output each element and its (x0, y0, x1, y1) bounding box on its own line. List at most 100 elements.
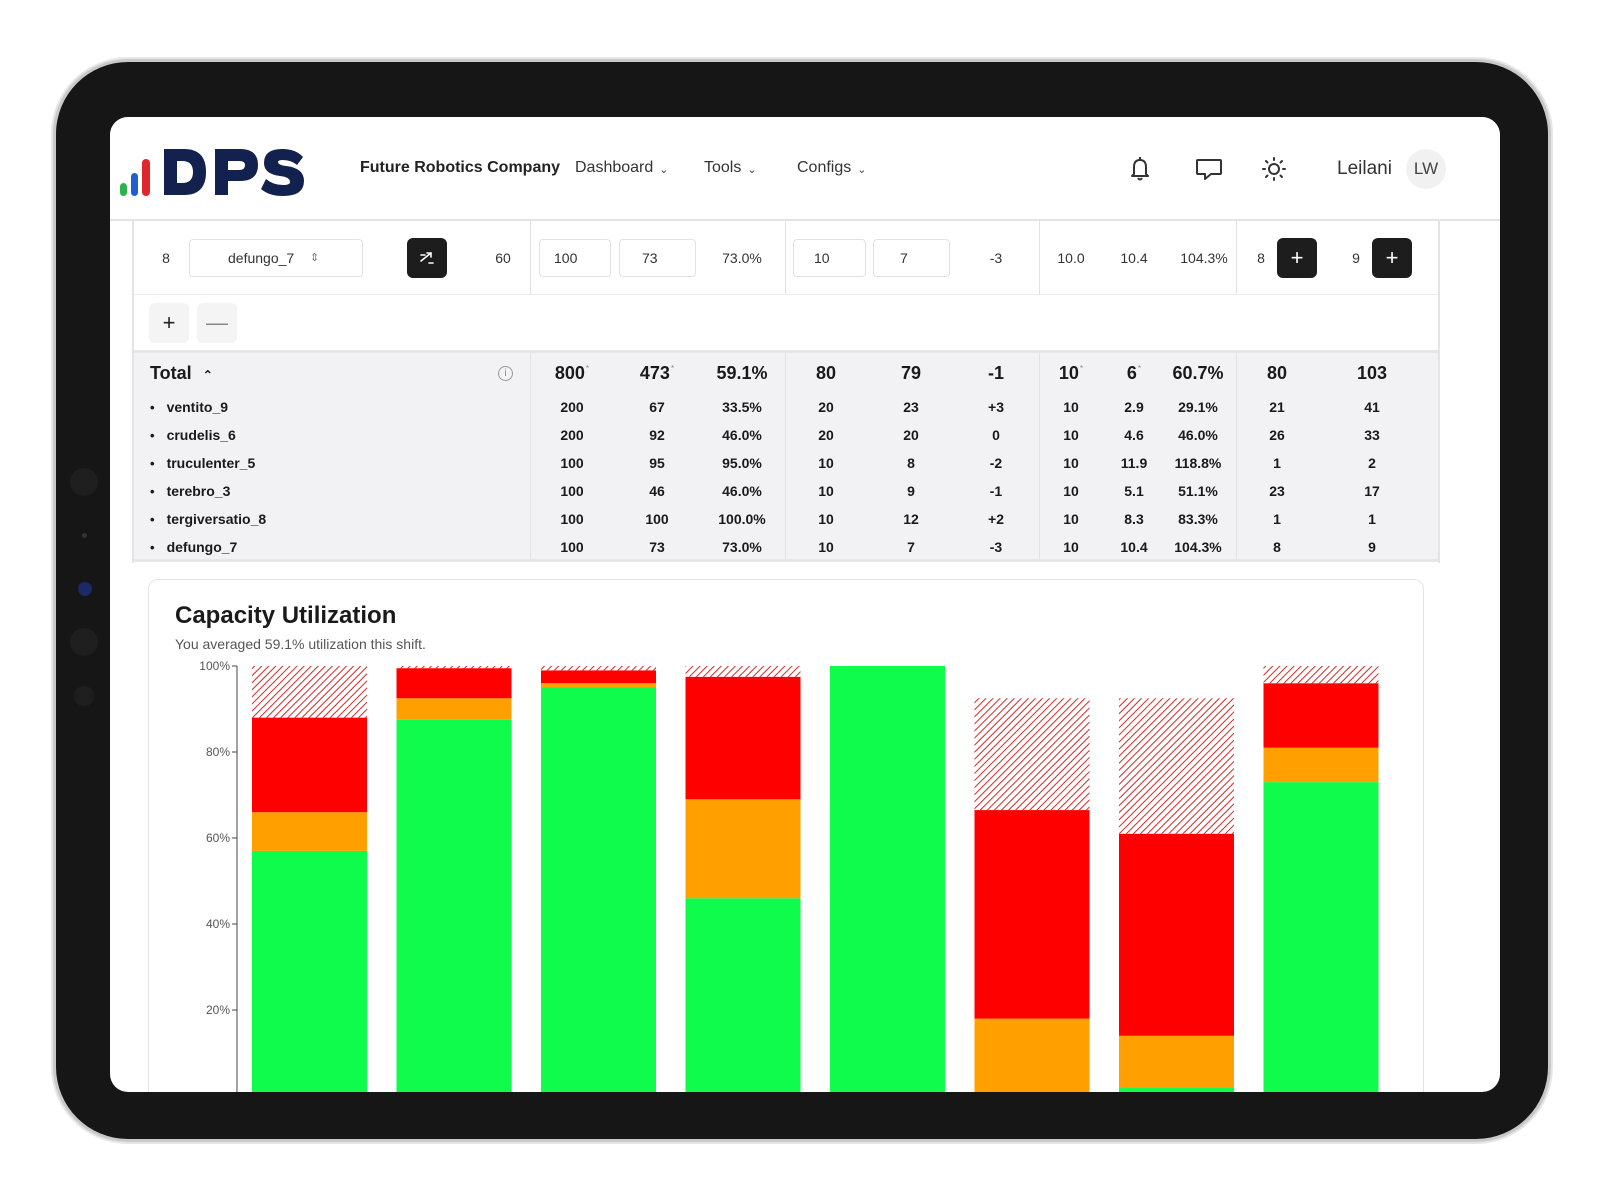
edit-input-c3[interactable]: 73 (619, 239, 696, 277)
column-divider (530, 221, 531, 294)
bar-segment-green[interactable] (541, 687, 656, 1093)
bar-segment-red[interactable] (252, 717, 367, 813)
total-value: 60.7% (1172, 363, 1224, 383)
add-c11-button[interactable]: + (1277, 238, 1317, 278)
row-value: 12 (903, 511, 919, 527)
edit-cell-c7: -3 (989, 250, 1003, 266)
edit-input-c2[interactable]: 100 (539, 239, 611, 277)
row-value: 20 (818, 427, 834, 443)
row-value: 73 (649, 539, 665, 555)
row-robot-name: tergiversatio_8 (150, 511, 267, 527)
bell-icon[interactable] (1124, 153, 1156, 185)
bar-segment-hatched[interactable] (396, 666, 512, 669)
row-value: 8.3 (1124, 511, 1144, 527)
row-value: 10 (818, 483, 834, 499)
bar-segment-orange[interactable] (252, 812, 367, 851)
edit-cell-c1: 60 (495, 250, 511, 266)
edit-row-index: 8 (162, 250, 170, 266)
total-value: 800* (554, 363, 590, 383)
nav-dashboard[interactable]: Dashboard ⌄ (575, 159, 669, 177)
bar-segment-orange[interactable] (974, 1018, 1090, 1092)
bar-segment-red[interactable] (685, 676, 801, 800)
bar-segment-orange[interactable] (685, 799, 801, 899)
column-divider (1236, 221, 1237, 294)
robot-select[interactable]: defungo_7 ⇕ (189, 239, 363, 277)
avatar[interactable]: LW (1406, 149, 1446, 189)
row-value: 21 (1269, 399, 1285, 415)
row-value: 95.0% (722, 455, 762, 471)
column-divider (530, 353, 531, 559)
sun-icon[interactable] (1258, 153, 1290, 185)
swap-button[interactable] (407, 238, 447, 278)
row-value: 104.3% (1174, 539, 1222, 555)
robot-select-value: defungo_7 (228, 250, 295, 266)
bar-segment-orange[interactable] (1263, 747, 1379, 783)
row-value: 26 (1269, 427, 1285, 443)
chat-icon[interactable] (1193, 153, 1225, 185)
bar-segment-green[interactable] (830, 666, 945, 1092)
bar-segment-orange[interactable] (396, 698, 512, 720)
row-robot-name: truculenter_5 (150, 455, 256, 471)
row-value: 200 (560, 399, 584, 415)
bar-segment-hatched[interactable] (1119, 698, 1234, 834)
add-row-button[interactable]: + (149, 303, 189, 343)
info-icon[interactable]: i (498, 366, 513, 381)
bar-segment-green[interactable] (396, 719, 512, 1092)
edit-cell-c9: 10.4 (1120, 250, 1148, 266)
nav-dashboard-label: Dashboard (575, 159, 654, 176)
bar-segment-hatched[interactable] (974, 698, 1090, 811)
row-value: -1 (989, 483, 1003, 499)
bar-segment-red[interactable] (396, 668, 512, 699)
bar-segment-green[interactable] (685, 898, 801, 1092)
row-value: 10 (1063, 539, 1079, 555)
bar-segment-red[interactable] (1119, 833, 1234, 1036)
bar-segment-orange[interactable] (541, 683, 656, 688)
row-value: 33 (1364, 427, 1380, 443)
row-value: +2 (988, 511, 1004, 527)
row-robot-name: ventito_9 (150, 399, 228, 415)
bar-segment-red[interactable] (541, 670, 656, 684)
total-value: 79 (900, 363, 922, 383)
row-value: 0 (992, 427, 1000, 443)
row-value: 10 (1063, 511, 1079, 527)
asterisk-mark: * (585, 364, 590, 373)
bar-segment-hatched[interactable] (1263, 666, 1379, 684)
row-value: 100 (645, 511, 669, 527)
add-c12-button[interactable]: + (1372, 238, 1412, 278)
total-value: 80 (815, 363, 837, 383)
bar-segment-red[interactable] (1263, 683, 1379, 748)
edit-input-c6[interactable]: 7 (873, 239, 950, 277)
row-value: 5.1 (1124, 483, 1144, 499)
row-value: -2 (989, 455, 1003, 471)
nav-configs[interactable]: Configs ⌄ (797, 159, 866, 177)
chevron-down-icon: ⌄ (857, 163, 867, 176)
row-value: 10 (1063, 455, 1079, 471)
column-divider (1039, 353, 1040, 559)
row-robot-name: crudelis_6 (150, 427, 236, 443)
bar-segment-hatched[interactable] (541, 666, 656, 671)
bar-segment-green[interactable] (1263, 782, 1379, 1092)
remove-row-button[interactable]: — (197, 303, 237, 343)
row-value: 9 (907, 483, 915, 499)
row-value: 10 (818, 511, 834, 527)
nav-tools[interactable]: Tools ⌄ (704, 159, 757, 177)
row-value: 46 (649, 483, 665, 499)
row-value: 20 (903, 427, 919, 443)
y-tick-label: 100% (199, 659, 230, 673)
metrics-table: 8 defungo_7 ⇕ 60 100 73 73.0% 10 7 -3 10… (132, 221, 1440, 563)
total-value: 473* (639, 363, 675, 383)
bar-segment-hatched[interactable] (252, 666, 367, 718)
bar-segment-green[interactable] (1119, 1087, 1234, 1092)
y-tick-label: 80% (206, 745, 230, 759)
bar-segment-green[interactable] (252, 850, 367, 1092)
edit-input-c5[interactable]: 10 (793, 239, 866, 277)
nav-tools-label: Tools (704, 159, 742, 176)
row-value: 1 (1273, 511, 1281, 527)
bar-segment-hatched[interactable] (685, 666, 801, 677)
bar-segment-red[interactable] (974, 810, 1090, 1019)
user-name[interactable]: Leilani (1337, 158, 1392, 179)
edit-cell-c10: 104.3% (1180, 250, 1228, 266)
total-header[interactable]: Total ⌃ (150, 363, 213, 384)
bar-segment-orange[interactable] (1119, 1035, 1234, 1088)
total-value: 80 (1266, 363, 1288, 383)
